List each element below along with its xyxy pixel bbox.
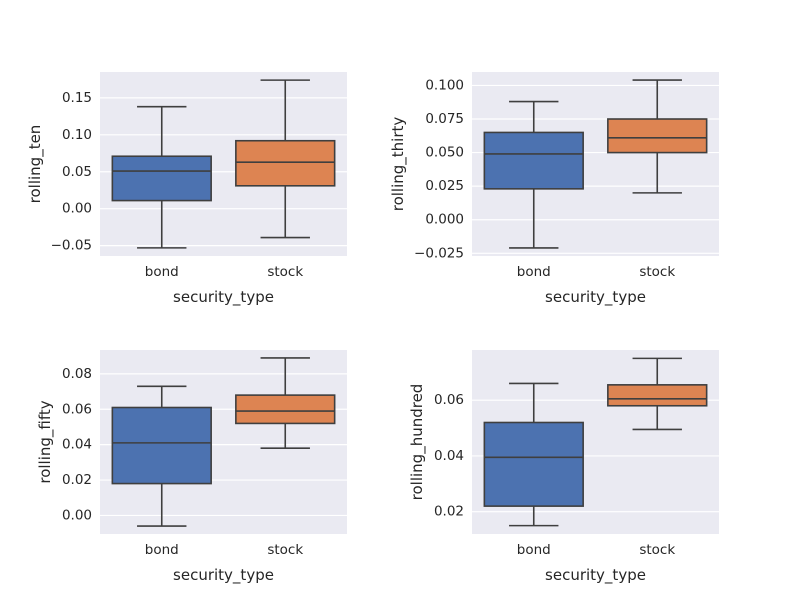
subplot-4: 0.02 0.04 0.06 bond stock security_type rollin…: [408, 350, 719, 585]
y-tick-label: 0.00: [62, 201, 92, 217]
y-tick-label: −0.05: [51, 238, 92, 254]
subplot-2: −0.025 0.000 0.025 0.050 0.075 0.100 bond stock…: [389, 72, 719, 307]
y-tick-label: 0.15: [62, 90, 92, 106]
y-axis-label: rolling_hundred: [408, 384, 427, 501]
subplot-3: 0.00 0.02 0.04 0.06 0.08 bond stock security_ty…: [36, 350, 347, 585]
x-tick-label: bond: [517, 264, 551, 280]
y-tick-label: 0.025: [425, 178, 464, 194]
x-axis-label: security_type: [173, 566, 274, 585]
y-tick-label: 0.04: [434, 448, 464, 464]
box-stock: [235, 79, 336, 239]
y-tick-label: 0.05: [62, 164, 92, 180]
x-axis-label: security_type: [173, 288, 274, 307]
y-tick-label: 0.100: [425, 77, 464, 93]
x-tick-label: bond: [517, 542, 551, 558]
y-tick-label: 0.08: [62, 366, 92, 382]
y-axis-label: rolling_fifty: [36, 400, 55, 483]
y-tick-label: 0.00: [62, 507, 92, 523]
x-axis-label: security_type: [545, 566, 646, 585]
box-stock: [607, 357, 708, 431]
box-body: [111, 406, 212, 485]
y-tick-label: 0.075: [425, 111, 464, 127]
box-stock: [607, 79, 708, 194]
box-body: [607, 384, 708, 407]
y-axis-label: rolling_ten: [26, 125, 45, 204]
box-body: [483, 131, 584, 190]
box-body: [111, 155, 212, 202]
y-tick-label: 0.10: [62, 127, 92, 143]
box-stock: [235, 357, 336, 449]
box-bond: [111, 105, 212, 249]
x-axis-label: security_type: [545, 288, 646, 307]
box-body: [235, 139, 336, 187]
box-body: [483, 421, 584, 507]
box-bond: [111, 385, 212, 527]
box-bond: [483, 100, 584, 249]
x-tick-label: stock: [267, 264, 303, 280]
y-tick-label: 0.04: [62, 437, 92, 453]
y-tick-label: 0.000: [425, 212, 464, 228]
x-tick-label: stock: [639, 264, 675, 280]
subplot-1: −0.05 0.00 0.05 0.10 0.15 bond stock security_t…: [26, 72, 347, 307]
y-tick-label: 0.06: [62, 401, 92, 417]
y-tick-label: 0.02: [62, 472, 92, 488]
box-body: [235, 394, 336, 425]
y-axis-label: rolling_thirty: [389, 117, 408, 212]
x-tick-label: bond: [145, 264, 179, 280]
x-tick-label: bond: [145, 542, 179, 558]
y-tick-label: 0.050: [425, 145, 464, 161]
box-body: [607, 118, 708, 154]
box-bond: [483, 382, 584, 527]
x-tick-label: stock: [267, 542, 303, 558]
y-tick-label: 0.06: [434, 392, 464, 408]
y-tick-label: −0.025: [414, 245, 464, 261]
y-tick-label: 0.02: [434, 504, 464, 520]
x-tick-label: stock: [639, 542, 675, 558]
